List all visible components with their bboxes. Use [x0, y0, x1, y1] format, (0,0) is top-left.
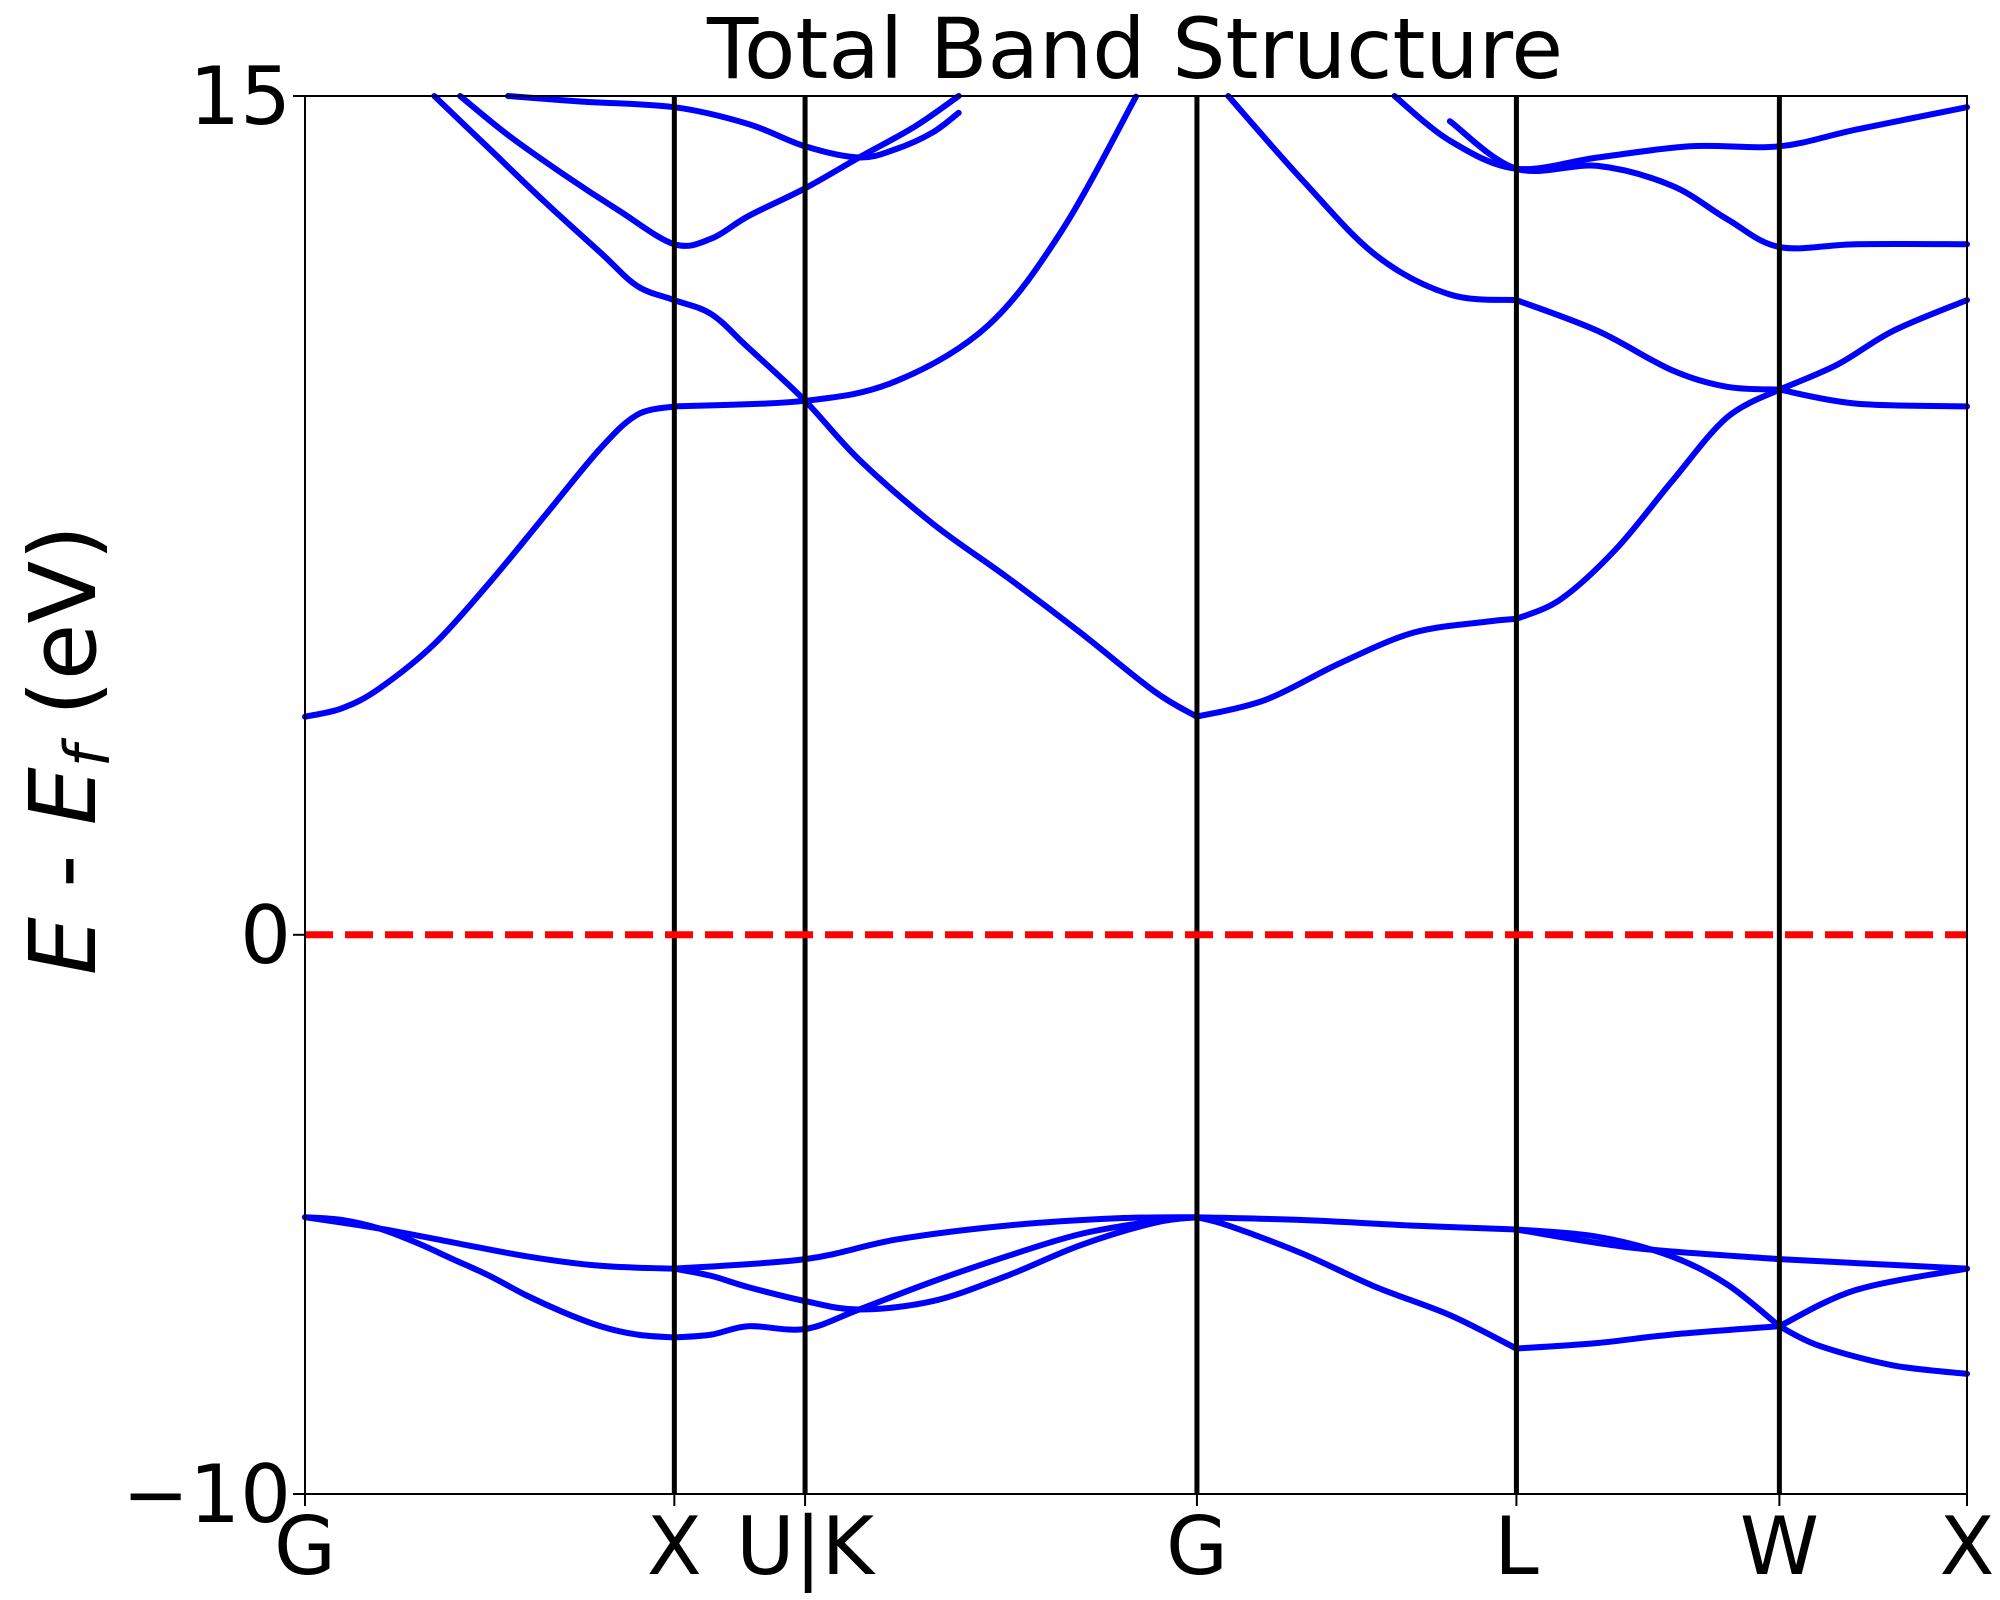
chart-title: Total Band Structure — [706, 0, 1563, 98]
band-line-3 — [1193, 1214, 1520, 1352]
y-label-sep: - — [10, 825, 117, 917]
band-line-24 — [505, 93, 962, 161]
band-line-22 — [1513, 297, 1783, 393]
band-line-5 — [1776, 1323, 1970, 1377]
kpoint-lines — [671, 96, 1782, 1494]
x-tick-label: U|K — [736, 1500, 877, 1594]
x-tick-label: X — [647, 1500, 702, 1593]
y-label-unit: (eV) — [10, 525, 117, 746]
x-axis-ticks: G X U|K G L W X — [274, 1494, 1994, 1594]
band-line-16 — [431, 93, 1200, 720]
y-tick-label: −10 — [122, 1448, 291, 1541]
band-line-20 — [1776, 386, 1970, 410]
y-axis-label: E - Ef (eV) — [10, 525, 124, 975]
x-tick-label: L — [1494, 1500, 1539, 1593]
plot-frame — [304, 95, 1968, 1495]
band-line-23 — [457, 93, 962, 249]
band-line-2 — [671, 1214, 1200, 1341]
band-line-7 — [671, 1214, 1200, 1313]
y-label-e: E — [10, 917, 117, 975]
band-line-9 — [1193, 1214, 1520, 1233]
band-line-18 — [1513, 386, 1783, 622]
y-tick-label: 0 — [240, 889, 291, 982]
band-line-11 — [1513, 1226, 1783, 1263]
band-line-21 — [1225, 93, 1520, 304]
band-line-19 — [1776, 297, 1970, 393]
band-line-26 — [1391, 93, 1970, 173]
band-lines — [302, 93, 1970, 1377]
band-line-4 — [1513, 1323, 1783, 1352]
band-line-1 — [302, 1214, 678, 1341]
y-axis-ticks: 15 0 −10 — [122, 50, 305, 1541]
band-line-12 — [1776, 1265, 1970, 1330]
band-line-10 — [1513, 1226, 1783, 1330]
y-tick-label: 15 — [189, 50, 291, 143]
band-line-13 — [1776, 1256, 1970, 1272]
x-tick-label: G — [274, 1500, 336, 1593]
band-line-25 — [1446, 118, 1970, 252]
x-tick-label: W — [1740, 1500, 1819, 1593]
x-tick-label: G — [1166, 1500, 1228, 1593]
y-label-ef: E — [10, 767, 117, 825]
band-line-17 — [1193, 615, 1520, 720]
band-line-8 — [671, 1214, 1200, 1272]
band-line-14 — [302, 403, 678, 720]
band-line-15 — [671, 93, 1139, 410]
x-tick-label: X — [1940, 1500, 1995, 1593]
band-line-6 — [302, 1214, 678, 1272]
